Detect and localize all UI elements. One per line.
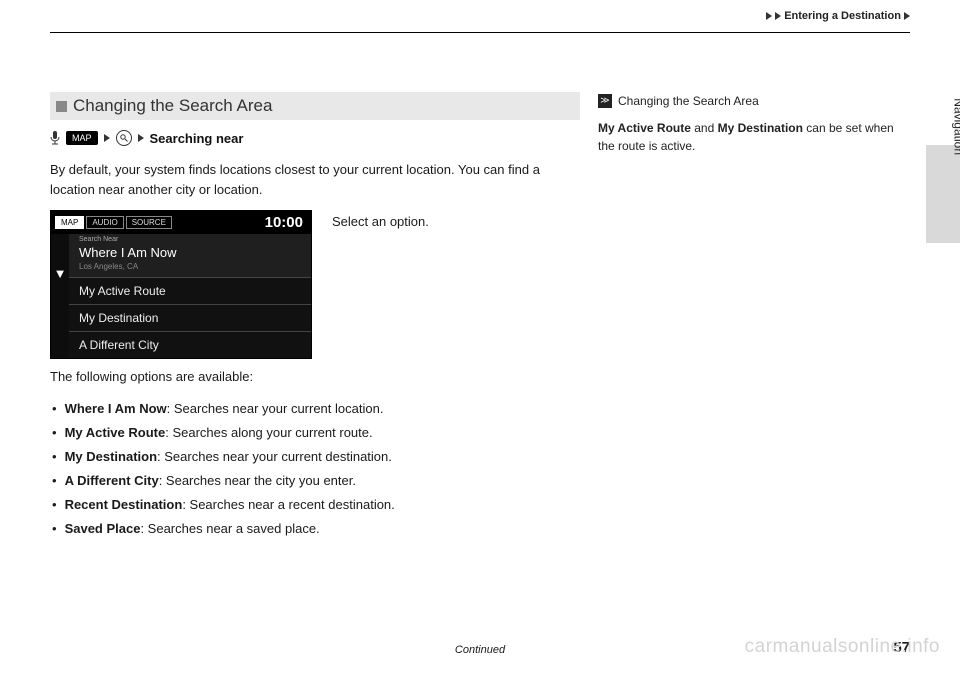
option-item: My Active Route: Searches along your cur…: [52, 421, 580, 445]
option-text: : Searches near a saved place.: [140, 521, 319, 536]
side-bold: My Destination: [718, 121, 803, 135]
section-marker-icon: [56, 101, 67, 112]
side-text: and: [691, 121, 718, 135]
side-note: ≫ Changing the Search Area My Active Rou…: [598, 92, 898, 156]
option-bold: My Active Route: [65, 425, 166, 440]
header-divider: [50, 32, 910, 33]
header-text: Entering a Destination: [784, 10, 901, 22]
screen-primary-item: Where I Am Now Los Angeles, CA: [69, 243, 311, 276]
watermark: carmanualsonline.info: [745, 636, 940, 658]
screen-row: My Destination: [69, 304, 311, 331]
options-list: Where I Am Now: Searches near your curre…: [50, 397, 580, 541]
option-text: : Searches near your current destination…: [157, 449, 392, 464]
map-button-icon: MAP: [66, 131, 98, 145]
section-tab: [926, 145, 960, 243]
option-item: My Destination: Searches near your curre…: [52, 445, 580, 469]
note-icon: ≫: [598, 94, 612, 108]
screen-primary-text: Where I Am Now: [79, 245, 177, 260]
screen-tab-source: SOURCE: [126, 216, 172, 229]
options-intro: The following options are available:: [50, 369, 580, 384]
voice-icon: [50, 131, 60, 145]
side-bold: My Active Route: [598, 121, 691, 135]
screen-row: My Active Route: [69, 277, 311, 304]
scroll-down-icon: ▼: [51, 234, 69, 281]
breadcrumb-last: Searching near: [150, 131, 244, 146]
option-bold: Where I Am Now: [65, 401, 167, 416]
intro-text: By default, your system finds locations …: [50, 160, 580, 200]
option-bold: A Different City: [65, 473, 159, 488]
screen-subheader: Search Near: [69, 234, 311, 243]
header-breadcrumb: Entering a Destination: [50, 10, 910, 22]
screen-clock: 10:00: [265, 214, 307, 231]
screen-primary-sub: Los Angeles, CA: [79, 262, 301, 276]
option-item: A Different City: Searches near the city…: [52, 469, 580, 493]
option-item: Saved Place: Searches near a saved place…: [52, 517, 580, 541]
section-tab-label: Navigation: [952, 98, 960, 155]
chevron-right-icon: [775, 12, 781, 20]
screen-tab-audio: AUDIO: [86, 216, 123, 229]
procedure-breadcrumb: MAP Searching near: [50, 130, 580, 146]
option-bold: Recent Destination: [65, 497, 183, 512]
device-screenshot: MAP AUDIO SOURCE 10:00 ▼ Search Near Whe…: [50, 210, 312, 358]
option-item: Where I Am Now: Searches near your curre…: [52, 397, 580, 421]
screen-tab-map: MAP: [55, 216, 84, 229]
option-text: : Searches near your current location.: [167, 401, 384, 416]
chevron-right-icon: [766, 12, 772, 20]
screen-row: A Different City: [69, 331, 311, 358]
instruction-text: Select an option.: [332, 210, 429, 358]
option-text: : Searches near the city you enter.: [159, 473, 356, 488]
option-text: : Searches along your current route.: [165, 425, 372, 440]
chevron-right-icon: [138, 134, 144, 142]
chevron-right-icon: [104, 134, 110, 142]
option-bold: My Destination: [65, 449, 157, 464]
chevron-right-icon: [904, 12, 910, 20]
side-note-body: My Active Route and My Destination can b…: [598, 119, 898, 156]
option-item: Recent Destination: Searches near a rece…: [52, 493, 580, 517]
option-bold: Saved Place: [65, 521, 141, 536]
option-text: : Searches near a recent destination.: [182, 497, 394, 512]
section-heading: Changing the Search Area: [50, 92, 580, 120]
side-note-title: Changing the Search Area: [618, 92, 759, 111]
section-title-text: Changing the Search Area: [73, 96, 272, 115]
search-icon: [116, 130, 132, 146]
